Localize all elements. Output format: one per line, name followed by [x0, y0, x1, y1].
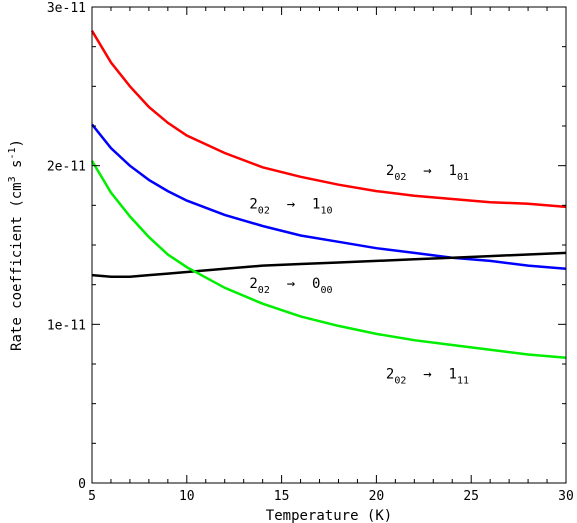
plot-frame [91, 6, 567, 484]
annotation-level: 1 [312, 197, 320, 213]
y-axis-title-main: Rate coefficient (cm [9, 182, 25, 351]
y-axis-title-mid: s [9, 160, 25, 177]
annotation-3: 202 → 111 [386, 366, 469, 386]
annotation-sub: 02 [394, 172, 406, 183]
y-axis-title-sup-neg1: -1 [7, 147, 18, 159]
annotation-sub: 11 [457, 375, 469, 386]
series-line-0 [90, 30, 567, 209]
annotation-level: 0 [312, 276, 320, 292]
x-tick-label: 20 [369, 489, 385, 504]
y-tick-label: 3e-11 [47, 1, 86, 16]
x-tick-label: 5 [88, 489, 96, 504]
x-tick-label: 30 [558, 489, 574, 504]
annotation-arrow: → [406, 163, 448, 179]
x-tick-label: 10 [179, 489, 195, 504]
annotation-sub: 02 [258, 206, 270, 217]
series-line-3 [90, 160, 567, 359]
y-tick-label: 2e-11 [47, 160, 86, 175]
x-tick-label: 25 [463, 489, 479, 504]
y-axis-title: Rate coefficient (cm3 s-1) [7, 139, 25, 351]
y-axis-title-sup-3: 3 [7, 176, 18, 182]
axis-ticks [91, 6, 567, 484]
annotation-level: 2 [249, 276, 257, 292]
annotation-arrow: → [270, 276, 312, 292]
annotation-2: 202 → 000 [249, 276, 332, 296]
annotation-level: 2 [386, 366, 394, 382]
x-axis-title: Temperature (K) [266, 508, 392, 523]
annotation-arrow: → [406, 366, 448, 382]
x-tick-labels: 5 10 15 20 25 30 [88, 489, 574, 504]
y-tick-labels: 0 1e-11 2e-11 3e-11 [47, 1, 86, 492]
annotation-sub: 01 [457, 172, 469, 183]
annotation-sub: 00 [320, 285, 332, 296]
annotation-level: 1 [449, 366, 457, 382]
annotation-0: 202 → 101 [386, 163, 469, 183]
annotation-1: 202 → 110 [249, 197, 332, 217]
annotation-sub: 02 [258, 285, 270, 296]
annotation-sub: 02 [394, 375, 406, 386]
series-line-2 [91, 251, 567, 278]
annotation-level: 2 [386, 163, 394, 179]
annotation-level: 1 [449, 163, 457, 179]
annotation-arrow: → [270, 197, 312, 213]
series-lines [90, 30, 567, 359]
y-tick-label: 1e-11 [47, 318, 86, 333]
annotation-level: 2 [249, 197, 257, 213]
series-line-1 [91, 123, 567, 271]
x-tick-label: 15 [274, 489, 290, 504]
y-axis-title-end: ) [9, 139, 25, 147]
y-tick-label: 0 [78, 477, 86, 492]
annotation-sub: 10 [320, 206, 332, 217]
